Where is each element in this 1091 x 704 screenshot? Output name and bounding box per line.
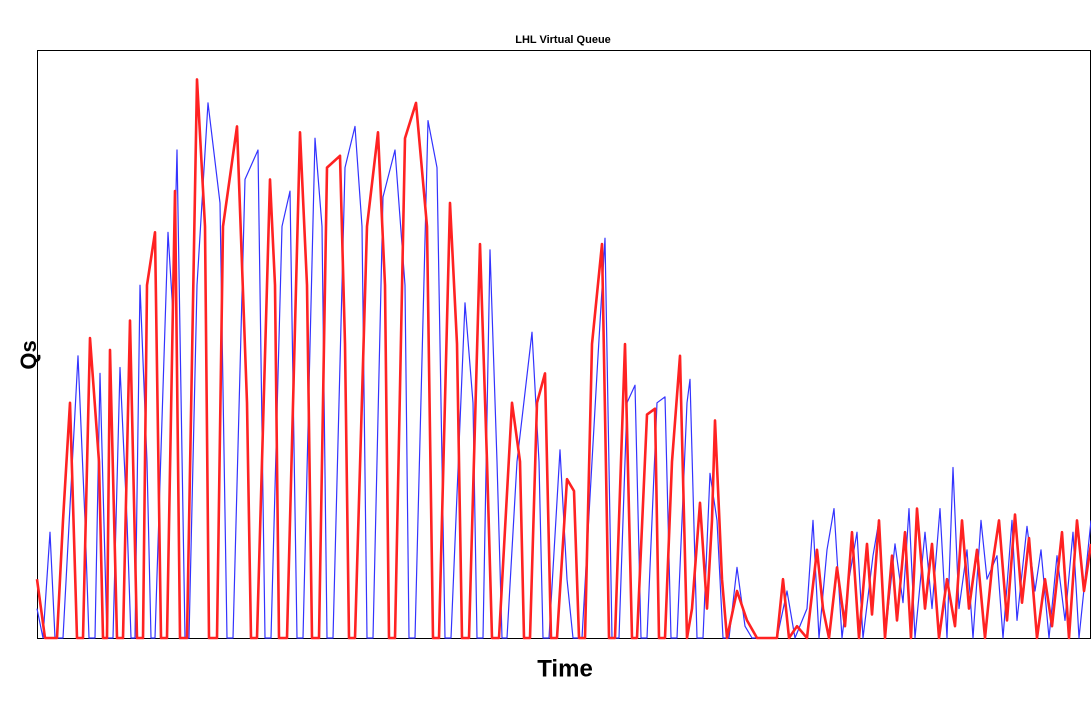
plot-area [35,78,1091,640]
x-axis-label: Time [537,655,593,682]
y-axis-label: Qs [16,340,41,369]
series-line [35,78,1091,640]
chart-title: LHL Virtual Queue [515,34,611,46]
